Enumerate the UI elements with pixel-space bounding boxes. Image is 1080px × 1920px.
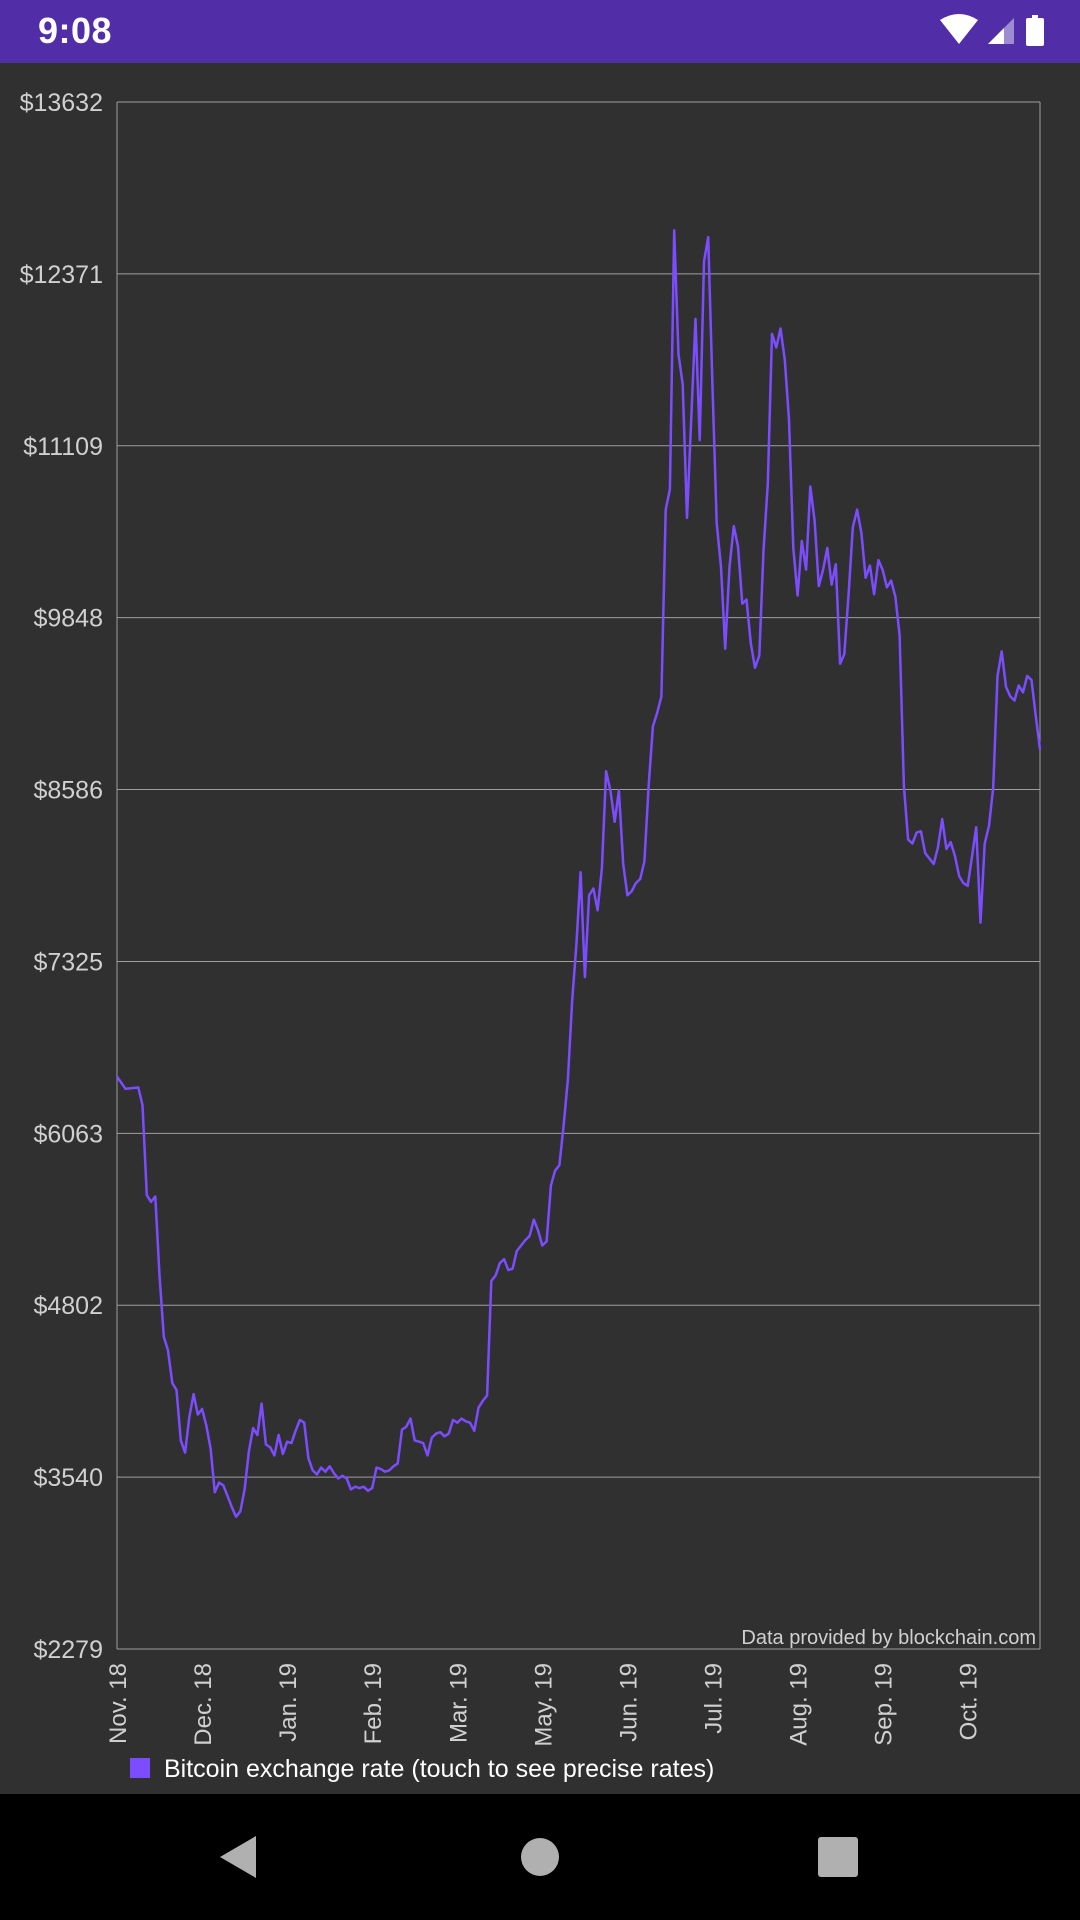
y-tick-label: $3540	[33, 1464, 103, 1492]
home-icon	[521, 1838, 559, 1876]
x-tick-label: Dec. 18	[190, 1663, 217, 1746]
y-tick-label: $11109	[23, 433, 103, 461]
y-tick-label: $2279	[33, 1636, 103, 1664]
x-tick-label: Mar. 19	[445, 1663, 472, 1743]
y-tick-label: $8586	[33, 777, 103, 805]
series-line[interactable]	[115, 229, 1042, 1518]
x-tick-label: Jul. 19	[700, 1663, 727, 1734]
x-tick-label: Nov. 18	[105, 1663, 132, 1744]
x-tick-label: Aug. 19	[786, 1663, 813, 1746]
recents-button[interactable]	[778, 1794, 898, 1920]
y-tick-label: $7325	[33, 948, 103, 976]
exchange-rate-chart[interactable]: $13632 $12371 $11109 $9848 $8586 $7325 $6063 $4…	[0, 63, 1080, 1794]
chart-grid	[116, 101, 1041, 1650]
chart-area[interactable]: $13632 $12371 $11109 $9848 $8586 $7325 $6063 $4…	[0, 63, 1080, 1794]
status-icons	[940, 14, 1050, 55]
back-button[interactable]	[178, 1794, 298, 1920]
x-tick-label: Feb. 19	[360, 1663, 387, 1744]
data-source-annotation: Data provided by blockchain.com	[741, 1627, 1036, 1649]
x-tick-label: Jan. 19	[275, 1663, 302, 1742]
y-tick-label: $9848	[33, 605, 103, 633]
back-icon	[220, 1836, 256, 1878]
home-button[interactable]	[480, 1794, 600, 1920]
legend: Bitcoin exchange rate (touch to see prec…	[130, 1755, 714, 1783]
status-bar: 9:08	[0, 0, 1080, 63]
navigation-bar	[0, 1794, 1080, 1920]
battery-icon	[1026, 15, 1044, 46]
y-tick-label: $6063	[33, 1120, 103, 1148]
status-clock: 9:08	[38, 10, 113, 51]
wifi-icon	[940, 14, 978, 44]
y-tick-label: $4802	[33, 1292, 103, 1320]
y-tick-label: $13632	[20, 89, 103, 117]
legend-label: Bitcoin exchange rate (touch to see prec…	[164, 1755, 714, 1783]
legend-swatch	[130, 1758, 150, 1778]
cell-signal-icon	[988, 18, 1014, 44]
x-axis-ticks: Nov. 18 Dec. 18 Jan. 19 Feb. 19 Mar. 19 May. …	[105, 1663, 983, 1747]
x-tick-label: Oct. 19	[956, 1663, 983, 1740]
recents-icon	[818, 1837, 858, 1877]
x-tick-label: May. 19	[530, 1663, 557, 1747]
x-tick-label: Jun. 19	[615, 1663, 642, 1742]
x-tick-label: Sep. 19	[871, 1663, 898, 1746]
y-tick-label: $12371	[20, 261, 103, 289]
series-layer	[115, 229, 1042, 1518]
y-axis-ticks: $13632 $12371 $11109 $9848 $8586 $7325 $6063 $4…	[20, 89, 103, 1664]
